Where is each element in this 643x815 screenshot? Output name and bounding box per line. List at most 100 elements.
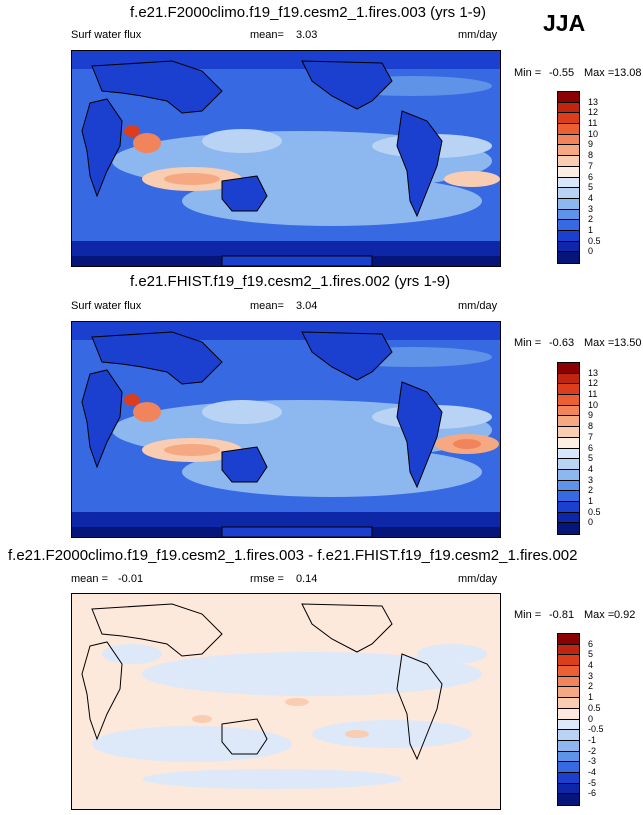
colorbar-swatch [558, 252, 579, 263]
colorbar-tick-label: 9 [588, 139, 594, 150]
colorbar-tick-label: -3 [588, 756, 597, 767]
colorbar-swatch [558, 655, 579, 667]
colorbar-tick-label: 4 [588, 463, 594, 474]
colorbar-swatch [558, 512, 579, 524]
panel2-max-label: Max = [584, 337, 615, 349]
panel1-variable-label: Surf water flux [71, 29, 142, 41]
colorbar-tick-label: -2 [588, 745, 597, 756]
panel1-max-label: Max = [584, 67, 615, 79]
colorbar-tick-label: -5 [588, 777, 597, 788]
colorbar-tick-label: 0 [588, 713, 594, 724]
colorbar-swatch [558, 687, 579, 699]
colorbar-swatch [558, 751, 579, 763]
panel3-rmse-value: 0.14 [296, 573, 318, 585]
colorbar-tick-label: 3 [588, 670, 594, 681]
colorbar-swatch [558, 666, 579, 677]
panel1-mean-value: 3.03 [296, 29, 318, 41]
colorbar-swatch [558, 363, 579, 374]
colorbar-tick-label: 8 [588, 150, 594, 161]
colorbar-tick-label: 1 [588, 692, 594, 703]
panel1-mean-label: mean= [250, 29, 284, 41]
panel3-rmse-label: rmse = [250, 573, 284, 585]
colorbar-tick-label: -0.5 [588, 724, 604, 735]
panel1-min-value: -0.55 [549, 67, 575, 79]
season-label: JJA [543, 10, 586, 36]
panel3-map [71, 593, 501, 810]
colorbar-swatch [558, 783, 579, 795]
colorbar-swatch [558, 198, 579, 210]
panel3-units: mm/day [458, 573, 498, 585]
colorbar-tick-label: 5 [588, 649, 594, 660]
colorbar-tick-label: 3 [588, 203, 594, 214]
colorbar-swatch [558, 220, 579, 231]
colorbar-tick-label: -1 [588, 734, 597, 745]
colorbar-tick-label: 11 [588, 389, 598, 400]
panel2-mean-value: 3.04 [296, 300, 318, 312]
colorbar-tick-label: 1 [588, 224, 594, 235]
panel1-units: mm/day [458, 29, 498, 41]
panel3-mean-value: -0.01 [118, 573, 144, 585]
panel3-min-label: Min = [514, 609, 542, 621]
colorbar-swatch [558, 459, 579, 470]
panel2-max-value: 13.50 [614, 337, 642, 349]
colorbar-swatch [558, 634, 579, 645]
colorbar-tick-label: 2 [588, 681, 594, 692]
colorbar-swatch [558, 772, 579, 784]
panel2-min-label: Min = [514, 337, 542, 349]
colorbar-swatch [558, 708, 579, 720]
colorbar-tick-label: 13 [588, 367, 599, 378]
colorbar-tick-label: 2 [588, 214, 594, 225]
colorbar-swatch [558, 491, 579, 502]
panel3-mean-label: mean = [71, 573, 108, 585]
colorbar-tick-label: -6 [588, 788, 597, 799]
colorbar-swatch [558, 145, 579, 157]
colorbar-swatch [558, 480, 579, 492]
colorbar-swatch [558, 384, 579, 396]
colorbar-swatch [558, 762, 579, 773]
colorbar-tick-label: 10 [588, 399, 599, 410]
colorbar-swatch [558, 405, 579, 417]
colorbar-swatch [558, 740, 579, 752]
colorbar-swatch [558, 719, 579, 731]
colorbar-tick-label: 6 [588, 638, 594, 649]
panel1-title: f.e21.F2000climo.f19_f19.cesm2_1.fires.0… [130, 4, 487, 21]
colorbar-swatch [558, 241, 579, 253]
colorbar-swatch [558, 102, 579, 114]
panel3-min-value: -0.81 [549, 609, 575, 621]
colorbar-tick-label: 5 [588, 453, 594, 464]
colorbar-tick-label: 5 [588, 182, 594, 193]
colorbar-tick-label: 0 [588, 517, 594, 528]
colorbar-tick-label: 12 [588, 107, 599, 118]
colorbar-tick-label: 11 [588, 118, 598, 129]
colorbar-swatch [558, 469, 579, 481]
colorbar-tick-label: 6 [588, 171, 594, 182]
colorbar-tick-label: 7 [588, 160, 594, 171]
panel2-mean-label: mean= [250, 300, 284, 312]
colorbar-swatch [558, 416, 579, 428]
colorbar-tick-label: -4 [588, 766, 597, 777]
panel3-title: f.e21.F2000climo.f19_f19.cesm2_1.fires.0… [8, 547, 578, 564]
panel1-max-value: 13.08 [614, 67, 642, 79]
panel1-map [71, 50, 501, 267]
colorbar-tick-label: 4 [588, 660, 594, 671]
colorbar-swatch [558, 134, 579, 146]
colorbar-tick-label: 10 [588, 128, 599, 139]
colorbar-swatch [558, 373, 579, 385]
panel2-title: f.e21.FHIST.f19_f19.cesm2_1.fires.002 (y… [130, 273, 451, 290]
panel2-min-value: -0.63 [549, 337, 575, 349]
panel3-max-value: 0.92 [614, 609, 636, 621]
colorbar-tick-label: 8 [588, 421, 594, 432]
panel1-colorbar [557, 91, 580, 264]
colorbar-swatch [558, 188, 579, 199]
colorbar-swatch [558, 794, 579, 805]
colorbar-swatch [558, 92, 579, 103]
colorbar-tick-label: 12 [588, 378, 599, 389]
colorbar-swatch [558, 166, 579, 178]
panel2-colorbar [557, 362, 580, 535]
colorbar-tick-label: 4 [588, 192, 594, 203]
colorbar-tick-label: 0 [588, 246, 594, 257]
colorbar-swatch [558, 113, 579, 125]
panel1-min-label: Min = [514, 67, 542, 79]
colorbar-swatch [558, 730, 579, 741]
panel2-map [71, 321, 501, 538]
